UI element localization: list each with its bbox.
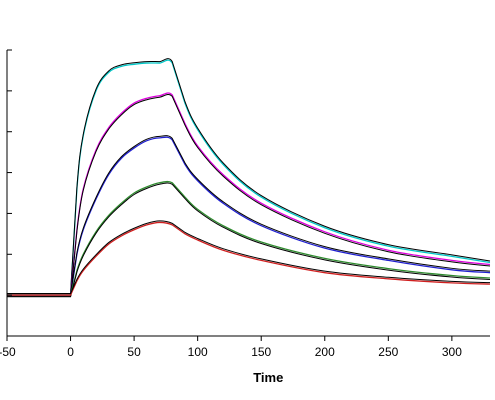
x-tick-label: 0 [67,345,74,359]
series-line [7,221,491,296]
fit-line [7,94,491,298]
series-line [7,180,491,296]
series-line [7,59,491,296]
series-line [7,92,491,296]
plot-area [7,58,491,298]
x-tick-label: 250 [378,345,398,359]
x-tick-label: 150 [251,345,271,359]
series-line [7,136,491,296]
x-tick-label: 200 [315,345,335,359]
fit-line [7,220,491,295]
fit-line [7,135,491,295]
x-tick-label: -50 [0,345,16,359]
x-tick-label: 300 [442,345,462,359]
x-ticks: -50 0 50 100 150 200 250 300 [0,336,462,359]
y-ticks [7,49,12,337]
x-axis-title: Time [253,370,283,385]
fit-line [7,58,491,295]
fit-line [7,182,491,298]
x-tick-label: 100 [188,345,208,359]
x-tick-label: 50 [127,345,141,359]
